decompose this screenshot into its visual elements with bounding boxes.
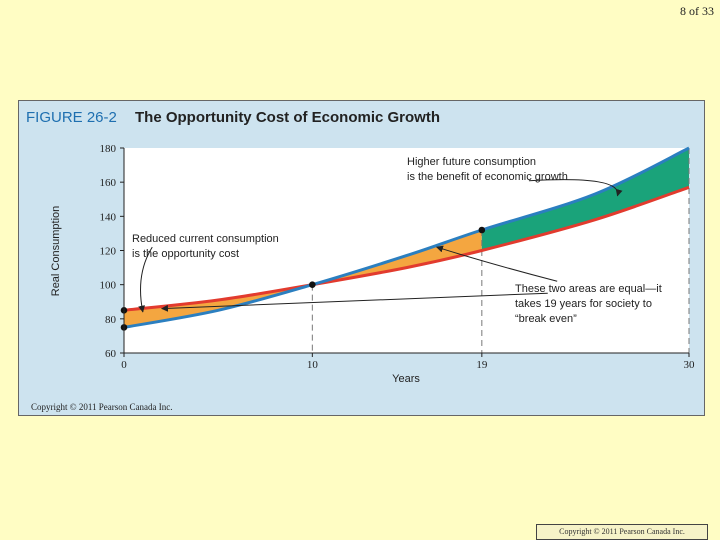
slide-number: 8 of 33 — [680, 4, 714, 18]
annotation-benefit: Higher future consumption is the benefit… — [407, 156, 568, 183]
annotation-cost-line-2: is the opportunity cost — [132, 248, 239, 260]
y-tick-label-60: 60 — [105, 348, 117, 360]
x-tick-label-10: 10 — [307, 359, 319, 371]
annotation-equal-areas: These two areas are equal—it takes 19 ye… — [515, 283, 665, 325]
arrow-cost — [138, 246, 153, 313]
annotation-equal-line-1: These two areas are equal—it — [515, 283, 662, 295]
annotation-cost: Reduced current consumption is the oppor… — [132, 233, 282, 260]
annotation-benefit-line-2: is the benefit of economic growth — [407, 171, 568, 183]
data-point-2 — [309, 281, 316, 288]
annotation-benefit-line-1: Higher future consumption — [407, 156, 536, 168]
figure-copyright: Copyright © 2011 Pearson Canada Inc. — [31, 402, 172, 412]
arrow-equal-areas-upper — [435, 245, 558, 282]
plot-area — [124, 148, 689, 353]
y-axis-label: Real Consumption — [50, 206, 62, 297]
y-tick-label-100: 100 — [100, 280, 117, 292]
y-tick-label-140: 140 — [100, 211, 117, 223]
footer-copyright: Copyright © 2011 Pearson Canada Inc. — [536, 524, 708, 540]
data-point-3 — [478, 226, 486, 234]
y-tick-label-80: 80 — [105, 314, 117, 326]
arrow-equal-areas-lower — [160, 292, 548, 312]
annotation-equal-line-2: takes 19 years for society to — [515, 298, 652, 310]
y-tick-label-180: 180 — [100, 143, 117, 155]
annotation-equal-line-3: “break even” — [515, 313, 577, 325]
x-tick-label-19: 19 — [476, 359, 488, 371]
y-tick-label-120: 120 — [100, 246, 117, 258]
high-growth-line — [123, 146, 690, 329]
x-tick-label-30: 30 — [684, 359, 696, 371]
y-tick-label-160: 160 — [100, 177, 117, 189]
figure-label: FIGURE 26-2 — [26, 109, 117, 126]
chart-svg: FIGURE 26-2 The Opportunity Cost of Econ… — [26, 109, 696, 412]
annotation-cost-line-1: Reduced current consumption — [132, 233, 279, 245]
x-axis-label: Years — [392, 373, 420, 385]
low-growth-line — [123, 185, 690, 312]
figure-panel: FIGURE 26-2 The Opportunity Cost of Econ… — [18, 100, 705, 416]
arrow-benefit — [528, 179, 623, 197]
x-tick-label-0: 0 — [121, 359, 127, 371]
figure-title: The Opportunity Cost of Economic Growth — [135, 109, 440, 126]
